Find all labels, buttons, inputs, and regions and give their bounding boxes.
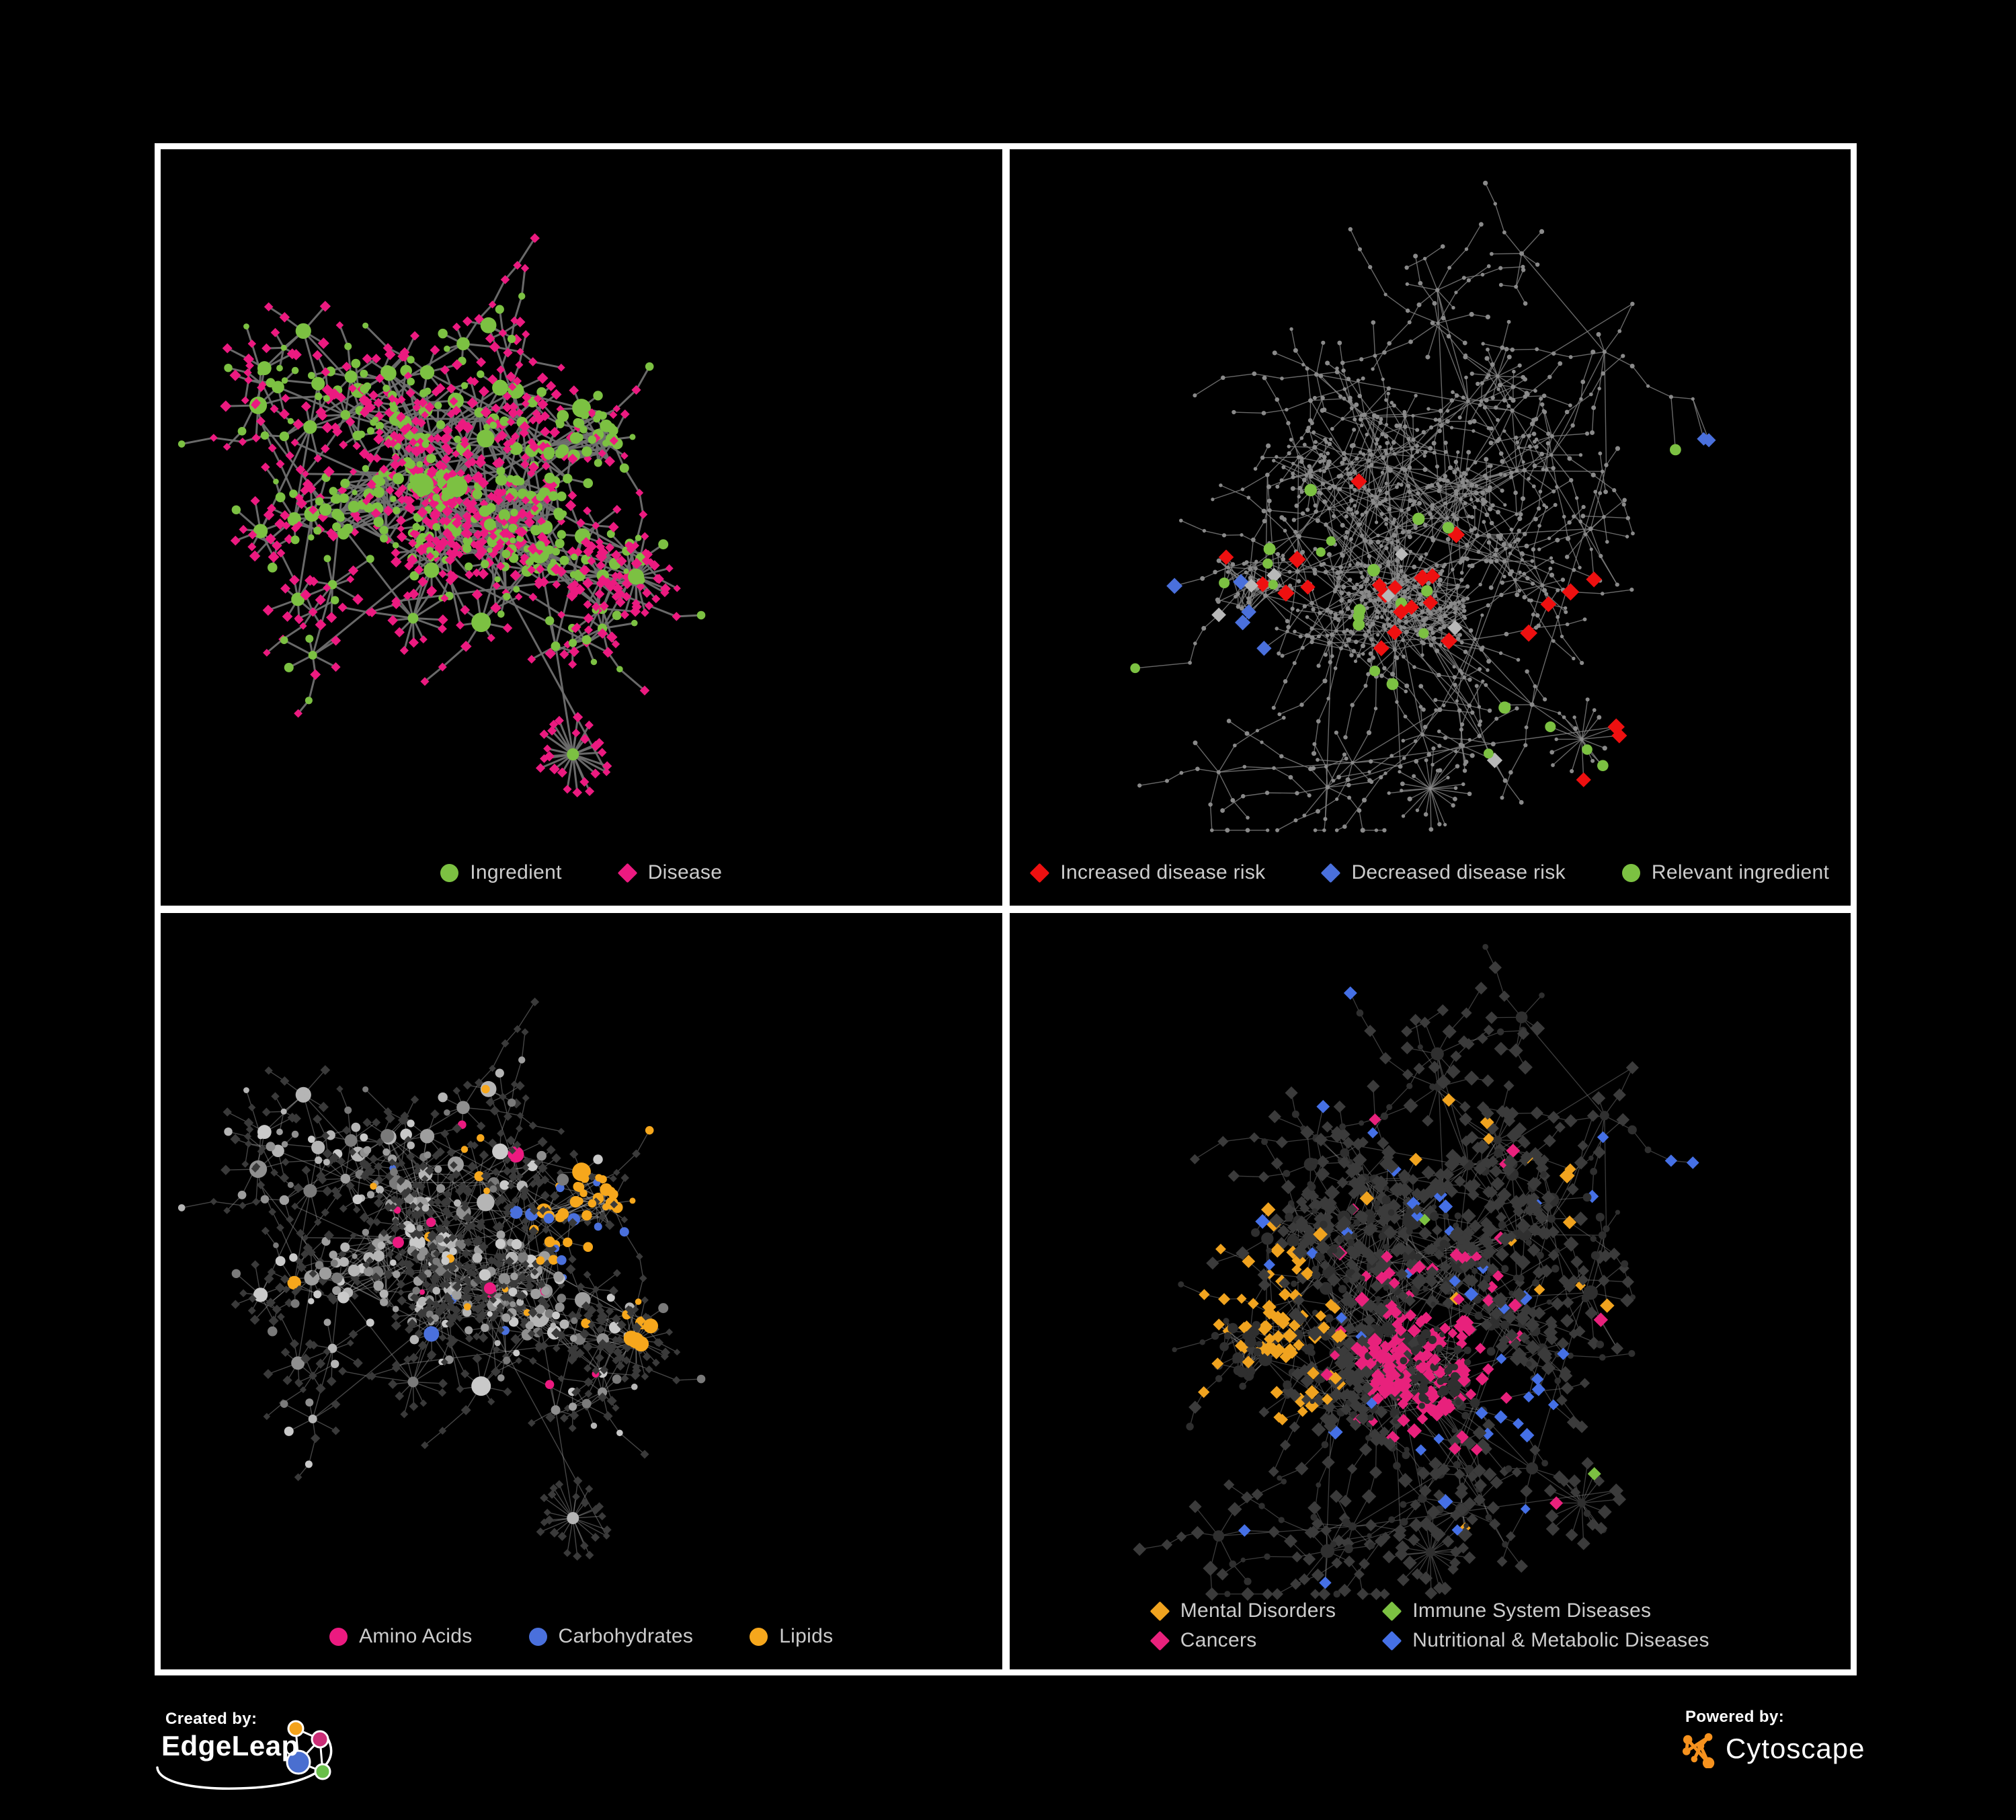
legend-item-cancers: Cancers xyxy=(1150,1629,1336,1652)
edgeleap-logo-icon xyxy=(156,1720,333,1790)
legend-label: Increased disease risk xyxy=(1060,861,1266,883)
legend-item-disease: Disease xyxy=(617,861,723,884)
created-by-label: Created by: xyxy=(165,1710,257,1728)
legend-label: Decreased disease risk xyxy=(1351,861,1566,883)
legend-item-carbohydrates: Carbohydrates xyxy=(528,1625,694,1648)
legend-label: Mental Disorders xyxy=(1180,1599,1336,1622)
figure-grid: Ingredient Disease Increased disease risk… xyxy=(155,143,1857,1675)
diamond-marker-icon xyxy=(1150,1630,1170,1651)
diamond-marker-icon xyxy=(1150,1601,1170,1621)
legend-disease-risk: Increased disease risk Decreased disease … xyxy=(1010,861,1851,884)
legend-label: Cancers xyxy=(1180,1629,1257,1651)
panel-compound-classes: Amino Acids Carbohydrates Lipids xyxy=(161,913,1002,1669)
panel-disease-risk: Increased disease risk Decreased disease … xyxy=(1009,149,1851,906)
diamond-marker-icon xyxy=(1030,863,1050,883)
circle-marker-icon xyxy=(1621,863,1640,882)
edgeleap-wordmark: EdgeLeap xyxy=(161,1730,299,1762)
circle-marker-icon xyxy=(440,863,459,882)
panel-disease-categories: Mental Disorders Immune System Diseases Ca… xyxy=(1009,913,1851,1669)
legend-label: Immune System Diseases xyxy=(1412,1599,1652,1622)
legend-item-immune-system-diseases: Immune System Diseases xyxy=(1381,1599,1709,1622)
legend-compound-classes: Amino Acids Carbohydrates Lipids xyxy=(161,1625,1002,1648)
legend-label: Lipids xyxy=(779,1625,834,1647)
circle-marker-icon xyxy=(329,1627,348,1646)
cytoscape-logo-icon xyxy=(1683,1733,1715,1768)
diamond-marker-icon xyxy=(1381,1630,1402,1651)
network-compound-classes xyxy=(177,997,706,1561)
network-disease-risk xyxy=(1129,180,1716,833)
circle-marker-icon xyxy=(528,1627,547,1646)
diamond-marker-icon xyxy=(1381,1601,1402,1621)
legend-item-ingredient: Ingredient xyxy=(440,861,561,884)
panel-ingredient-disease: Ingredient Disease xyxy=(161,149,1002,906)
cytoscape-credit: Powered by: Cytoscape xyxy=(1683,1708,1865,1768)
legend-item-nutritional-metabolic-diseases: Nutritional & Metabolic Diseases xyxy=(1381,1629,1709,1652)
legend-label: Disease xyxy=(647,861,723,883)
legend-disease-categories: Mental Disorders Immune System Diseases Ca… xyxy=(1010,1599,1851,1652)
diamond-marker-icon xyxy=(1321,863,1341,883)
legend-label: Relevant ingredient xyxy=(1651,861,1830,883)
diamond-marker-icon xyxy=(617,863,638,883)
circle-marker-icon xyxy=(750,1627,768,1646)
legend-item-lipids: Lipids xyxy=(750,1625,833,1648)
network-disease-categories xyxy=(1132,943,1699,1601)
cytoscape-wordmark: Cytoscape xyxy=(1726,1733,1865,1764)
powered-by-label: Powered by: xyxy=(1685,1708,1785,1726)
legend-label: Amino Acids xyxy=(359,1625,473,1647)
legend-label: Carbohydrates xyxy=(558,1625,694,1647)
legend-item-increased-disease-risk: Increased disease risk xyxy=(1030,861,1266,884)
legend-item-amino-acids: Amino Acids xyxy=(329,1625,472,1648)
edgeleap-credit: Created by: EdgeLeap xyxy=(156,1710,370,1804)
legend-item-relevant-ingredient: Relevant ingredient xyxy=(1621,861,1830,884)
legend-label: Nutritional & Metabolic Diseases xyxy=(1412,1629,1709,1651)
network-ingredient-disease xyxy=(177,233,706,798)
legend-item-mental-disorders: Mental Disorders xyxy=(1150,1599,1336,1622)
legend-item-decreased-disease-risk: Decreased disease risk xyxy=(1321,861,1566,884)
legend-ingredient-disease: Ingredient Disease xyxy=(161,861,1002,884)
legend-label: Ingredient xyxy=(470,861,562,883)
